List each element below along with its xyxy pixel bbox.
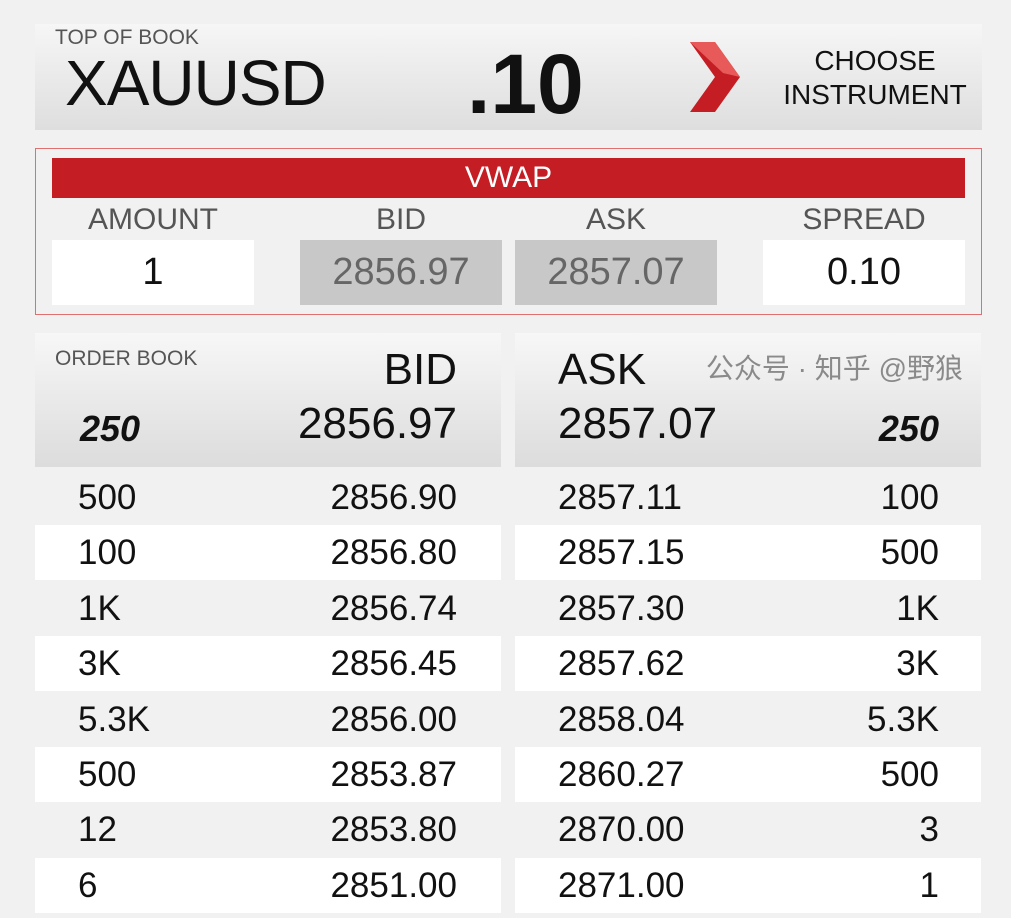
order-book-label: ORDER BOOK bbox=[55, 347, 198, 370]
order-book-row[interactable]: 1K 2856.74 2857.30 1K bbox=[35, 581, 982, 636]
order-book-row[interactable]: 500 2856.90 2857.11 100 bbox=[35, 470, 982, 525]
ask-size: 500 bbox=[880, 533, 939, 573]
ask-level[interactable]: 2871.00 1 bbox=[515, 857, 981, 913]
ask-level[interactable]: 2857.30 1K bbox=[515, 581, 981, 636]
amount-input[interactable]: 1 bbox=[52, 240, 254, 305]
ask-level[interactable]: 2858.04 5.3K bbox=[515, 692, 981, 747]
ask-heading: ASK bbox=[558, 345, 647, 394]
bid-level[interactable]: 500 2856.90 bbox=[35, 470, 501, 525]
chevron-right-icon[interactable] bbox=[685, 40, 745, 114]
order-book-row[interactable]: 3K 2856.45 2857.62 3K bbox=[35, 636, 982, 692]
bid-size: 500 bbox=[78, 755, 137, 794]
ask-level[interactable]: 2857.11 100 bbox=[515, 470, 981, 525]
top-ask-size: 250 bbox=[878, 408, 939, 449]
ask-price: 2858.04 bbox=[558, 699, 685, 739]
order-book-row[interactable]: 12 2853.80 2870.00 3 bbox=[35, 802, 982, 857]
bid-heading: BID bbox=[383, 345, 457, 394]
bid-price: 2853.80 bbox=[330, 810, 457, 850]
top-ask-price: 2857.07 bbox=[558, 399, 718, 448]
spread-label: SPREAD bbox=[802, 203, 926, 236]
choose-line1: CHOOSE bbox=[814, 45, 936, 76]
watermark: 公众号 · 知乎 @野狼 bbox=[705, 353, 963, 384]
bid-price: 2856.00 bbox=[330, 699, 457, 739]
ask-level[interactable]: 2860.27 500 bbox=[515, 747, 981, 802]
top-bid-size: 250 bbox=[80, 408, 141, 449]
ask-size: 1K bbox=[896, 588, 939, 628]
ask-price: 2871.00 bbox=[558, 865, 685, 905]
order-book-row[interactable]: 6 2851.00 2871.00 1 bbox=[35, 857, 982, 913]
ask-price: 2870.00 bbox=[558, 810, 685, 850]
ask-price: 2857.30 bbox=[558, 588, 685, 628]
bid-label: BID bbox=[375, 203, 426, 236]
bid-price: 2851.00 bbox=[330, 865, 457, 905]
top-of-book-label: TOP OF BOOK bbox=[55, 26, 199, 49]
bid-size: 5.3K bbox=[78, 699, 150, 739]
top-of-book-header: TOP OF BOOK XAUUSD .10 CHOOSE INSTRUMENT bbox=[35, 24, 982, 131]
ask-price: 2860.27 bbox=[558, 755, 685, 794]
vwap-bid-value: 2856.97 bbox=[300, 240, 502, 305]
choose-line2: INSTRUMENT bbox=[783, 79, 967, 110]
choose-instrument-button[interactable]: CHOOSE INSTRUMENT bbox=[780, 44, 970, 112]
bid-size: 1K bbox=[78, 588, 121, 628]
bid-size: 100 bbox=[78, 533, 137, 573]
ask-price: 2857.11 bbox=[558, 478, 682, 517]
ask-size: 1 bbox=[919, 865, 939, 905]
amount-label: AMOUNT bbox=[88, 203, 218, 236]
bid-size: 3K bbox=[78, 644, 121, 684]
bid-level[interactable]: 5.3K 2856.00 bbox=[35, 692, 501, 747]
order-book-bid-header: ORDER BOOK BID 250 2856.97 bbox=[35, 333, 501, 467]
instrument-symbol: XAUUSD bbox=[65, 47, 327, 119]
order-book-row[interactable]: 500 2853.87 2860.27 500 bbox=[35, 747, 982, 802]
bid-level[interactable]: 100 2856.80 bbox=[35, 525, 501, 581]
spread-pips: .10 bbox=[467, 37, 584, 131]
bid-price: 2856.74 bbox=[330, 588, 457, 628]
bid-level[interactable]: 6 2851.00 bbox=[35, 857, 501, 913]
vwap-ask-value: 2857.07 bbox=[515, 240, 717, 305]
ask-price: 2857.62 bbox=[558, 644, 685, 684]
vwap-spread-value: 0.10 bbox=[763, 240, 965, 305]
bid-level[interactable]: 12 2853.80 bbox=[35, 802, 501, 857]
ask-level[interactable]: 2857.62 3K bbox=[515, 636, 981, 692]
top-bid-price: 2856.97 bbox=[297, 399, 457, 448]
order-book-row[interactable]: 5.3K 2856.00 2858.04 5.3K bbox=[35, 692, 982, 747]
bid-level[interactable]: 3K 2856.45 bbox=[35, 636, 501, 692]
bid-level[interactable]: 1K 2856.74 bbox=[35, 581, 501, 636]
ask-size: 3 bbox=[919, 810, 939, 850]
bid-price: 2856.45 bbox=[330, 644, 457, 684]
bid-price: 2853.87 bbox=[330, 755, 457, 794]
vwap-title: VWAP bbox=[52, 158, 965, 198]
ask-price: 2857.15 bbox=[558, 533, 685, 573]
ask-size: 3K bbox=[896, 644, 939, 684]
vwap-panel: VWAP AMOUNT BID ASK SPREAD 1 2856.97 285… bbox=[35, 148, 982, 315]
ask-size: 5.3K bbox=[867, 699, 939, 739]
bid-level[interactable]: 500 2853.87 bbox=[35, 747, 501, 802]
order-book-ask-header: ASK 公众号 · 知乎 @野狼 2857.07 250 bbox=[515, 333, 981, 467]
bid-size: 12 bbox=[78, 810, 117, 850]
ask-level[interactable]: 2870.00 3 bbox=[515, 802, 981, 857]
bid-price: 2856.90 bbox=[330, 478, 457, 517]
bid-size: 6 bbox=[78, 865, 98, 905]
ask-size: 100 bbox=[880, 478, 939, 517]
ask-size: 500 bbox=[880, 755, 939, 794]
order-book-row[interactable]: 100 2856.80 2857.15 500 bbox=[35, 525, 982, 581]
bid-size: 500 bbox=[78, 478, 137, 517]
ask-level[interactable]: 2857.15 500 bbox=[515, 525, 981, 581]
ask-label: ASK bbox=[585, 203, 647, 236]
bid-price: 2856.80 bbox=[330, 533, 457, 573]
